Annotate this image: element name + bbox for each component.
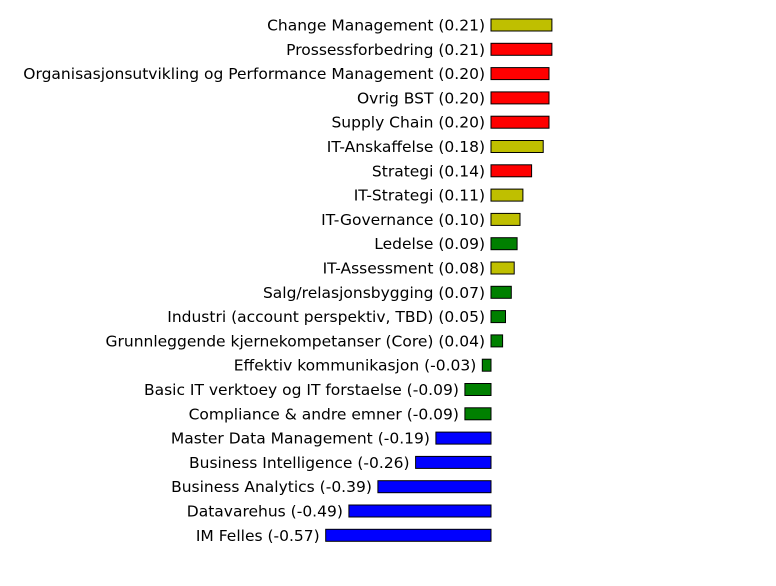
bar: [490, 188, 524, 202]
bar: [415, 455, 492, 469]
bar-label: Basic IT verktoey og IT forstaelse (-0.0…: [144, 381, 459, 399]
bar: [490, 164, 533, 178]
bar: [464, 407, 492, 421]
bar: [490, 334, 504, 348]
bar-label: Prossessforbedring (0.21): [286, 41, 485, 59]
bar: [490, 237, 518, 251]
bar-label: Ledelse (0.09): [374, 235, 485, 253]
bars-layer: [325, 18, 553, 542]
bar-label: IT-Assessment (0.08): [323, 260, 485, 278]
bar: [490, 212, 521, 226]
bar-label: Ovrig BST (0.20): [357, 89, 485, 107]
bar-label: IT-Anskaffelse (0.18): [327, 138, 485, 156]
bar: [490, 310, 506, 324]
bar-label: Master Data Management (-0.19): [171, 430, 430, 448]
bar: [325, 528, 492, 542]
bar: [490, 67, 550, 81]
bar-label: Compliance & andre emner (-0.09): [189, 405, 459, 423]
bar-label: IM Felles (-0.57): [196, 527, 320, 545]
labels-layer: Change Management (0.21) Prossessforbedri…: [23, 17, 485, 545]
bar-label: IT-Strategi (0.11): [354, 187, 485, 205]
bar: [490, 18, 553, 32]
bar-label: Industri (account perspektiv, TBD) (0.05…: [167, 308, 485, 326]
bar-label: Effektiv kommunikasjon (-0.03): [234, 357, 477, 375]
bar-label: Datavarehus (-0.49): [187, 503, 343, 521]
bar-label: Organisasjonsutvikling og Performance Ma…: [23, 65, 485, 83]
bar-label: Grunnleggende kjernekompetanser (Core) (…: [105, 332, 485, 350]
bar: [348, 504, 492, 518]
bar: [481, 358, 492, 372]
bar: [435, 431, 492, 445]
bar-label: Change Management (0.21): [267, 17, 485, 35]
bar-label: Supply Chain (0.20): [331, 114, 485, 132]
bar-label: IT-Governance (0.10): [321, 211, 485, 229]
bar: [377, 480, 492, 494]
bar-label: Salg/relasjonsbygging (0.07): [263, 284, 485, 302]
bar-label: Strategi (0.14): [372, 162, 485, 180]
bar: [490, 140, 544, 153]
bar-label: Business Analytics (-0.39): [171, 478, 372, 496]
bar: [490, 285, 512, 299]
bar: [464, 383, 492, 396]
bar-label: Business Intelligence (-0.26): [189, 454, 410, 472]
bar: [490, 115, 550, 129]
bar: [490, 42, 553, 56]
bar: [490, 91, 550, 105]
bar: [490, 261, 515, 275]
